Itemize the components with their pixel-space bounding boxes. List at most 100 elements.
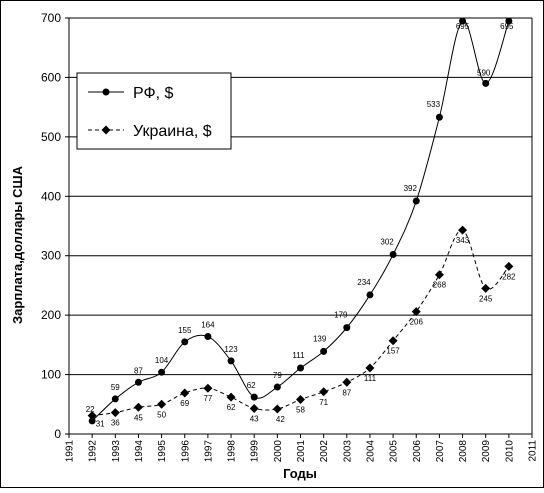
data-point-ukraine [110,408,120,418]
data-label-rf: 111 [292,351,305,360]
data-labels: 22 59 87 104 155 164 123 62 79 111 139 179 234 302 392… [86,22,516,429]
data-label-ukraine: 31 [96,420,105,429]
data-label-rf: 533 [427,100,441,109]
legend-marker-ukraine [101,125,111,135]
data-label-rf: 22 [86,405,95,414]
x-tick-label: 2010 [504,440,515,463]
data-label-rf: 123 [224,345,238,354]
data-label-rf: 234 [357,278,371,287]
data-label-rf: 302 [380,238,394,247]
data-label-ukraine: 245 [479,294,493,303]
x-tick-label: 1994 [134,440,145,463]
x-tick-label: 1999 [250,440,261,463]
data-label-rf: 139 [313,334,327,343]
x-tick-label: 2006 [412,440,423,463]
data-label-ukraine: 87 [342,388,351,397]
data-point-ukraine [342,377,352,387]
x-tick-label: 2009 [481,440,492,463]
x-tick-label: 1998 [227,440,238,463]
series-markers [87,17,514,425]
data-point-rf [389,251,397,259]
data-point-rf [505,17,513,25]
data-point-ukraine [365,363,375,373]
data-point-ukraine [133,402,143,412]
y-tick-label: 0 [54,427,61,441]
data-point-rf [158,368,166,376]
x-tick-label: 2011 [528,440,539,462]
data-label-ukraine: 69 [180,399,189,408]
data-label-ukraine: 111 [364,374,377,383]
x-tick-label: 2003 [342,440,353,463]
x-tick-label: 2004 [365,440,376,463]
data-label-rf: 392 [404,184,418,193]
data-label-ukraine: 206 [410,318,424,327]
data-label-rf: 179 [334,311,348,320]
y-tick-label: 500 [41,130,61,144]
data-label-rf: 79 [273,371,282,380]
data-point-rf [273,383,281,391]
data-label-rf: 590 [477,68,491,77]
data-point-ukraine [203,383,213,393]
data-point-rf [412,197,420,205]
data-label-rf: 87 [134,366,143,375]
legend-label-ukraine: Украина, $ [133,123,212,140]
data-label-ukraine: 45 [134,413,143,422]
x-tick-label: 1992 [88,440,99,463]
y-tick-label: 400 [41,189,61,203]
y-tick-label: 100 [41,368,61,382]
data-label-ukraine: 42 [276,415,285,424]
y-tick-labels: 0 100 200 300 400 500 600 700 [41,11,61,441]
data-point-ukraine [87,411,97,421]
data-point-rf [297,364,304,372]
data-point-ukraine [272,404,282,414]
data-label-rf: 59 [111,383,120,392]
data-label-rf: 155 [178,326,192,335]
x-tick-label: 2005 [389,440,400,463]
data-point-ukraine [226,392,236,402]
data-label-ukraine: 43 [250,414,259,423]
data-label-ukraine: 343 [456,236,470,245]
data-point-ukraine [249,403,259,413]
data-point-rf [435,113,443,121]
axes [65,17,533,438]
data-point-rf [181,338,189,346]
x-tick-label: 2008 [458,440,469,463]
legend-label-rf: РФ, $ [133,85,174,102]
data-label-ukraine: 77 [203,394,212,403]
legend-marker-rf [102,88,110,96]
data-point-rf [459,17,467,25]
data-point-ukraine [319,387,329,397]
data-point-ukraine [180,388,190,398]
data-point-ukraine [296,395,305,405]
x-tick-labels: 1991 1992 1993 1994 1995 1996 1997 1998 1999 2000… [65,440,539,463]
data-label-rf: 695 [456,22,470,31]
x-tick-label: 1995 [157,440,168,463]
data-label-rf: 104 [155,356,169,365]
y-tick-label: 700 [41,11,61,25]
data-point-ukraine [157,399,167,409]
data-point-rf [343,324,351,332]
x-tick-label: 1996 [180,440,191,463]
data-label-ukraine: 50 [157,410,166,419]
y-tick-label: 300 [41,249,61,263]
data-label-ukraine: 71 [319,398,328,407]
data-label-ukraine: 36 [111,419,120,428]
data-point-rf [227,357,235,365]
legend-box [76,72,232,150]
data-label-ukraine: 62 [227,403,236,412]
data-label-ukraine: 282 [502,272,516,281]
data-point-ukraine [481,283,491,293]
data-point-ukraine [411,307,421,317]
x-tick-label: 2001 [296,440,307,463]
data-label-rf: 62 [247,381,256,390]
y-tick-label: 600 [41,70,61,84]
y-axis-title: Зарплата,доллары США [10,165,25,324]
data-label-rf: 164 [201,321,215,330]
data-point-rf [134,378,142,386]
data-label-ukraine: 268 [433,281,447,290]
data-point-ukraine [458,225,468,235]
x-tick-label: 1997 [203,440,214,463]
data-point-rf [111,395,119,403]
